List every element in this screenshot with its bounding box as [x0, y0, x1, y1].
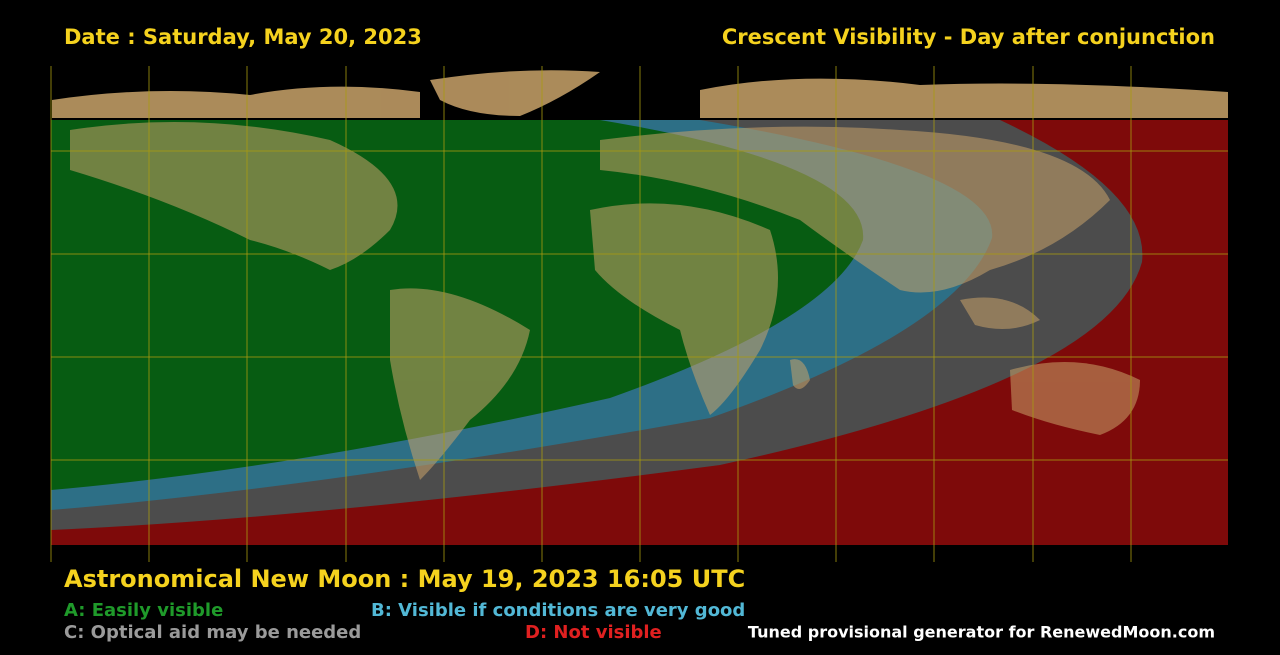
new-moon: Astronomical New Moon : May 19, 2023 16:… [64, 565, 745, 593]
map [50, 66, 1228, 562]
legend-c: C: Optical aid may be needed [64, 622, 361, 643]
legend-b: B: Visible if conditions are very good [371, 600, 745, 621]
date: Date : Saturday, May 20, 2023 [64, 25, 422, 49]
title: Crescent Visibility - Day after conjunct… [722, 25, 1215, 49]
graticule [50, 66, 1228, 562]
credit: Tuned provisional generator for RenewedM… [748, 623, 1215, 642]
legend-d: D: Not visible [525, 622, 662, 643]
legend-a: A: Easily visible [64, 600, 223, 621]
arctic-land [52, 70, 1228, 118]
landmasses [70, 122, 1140, 480]
